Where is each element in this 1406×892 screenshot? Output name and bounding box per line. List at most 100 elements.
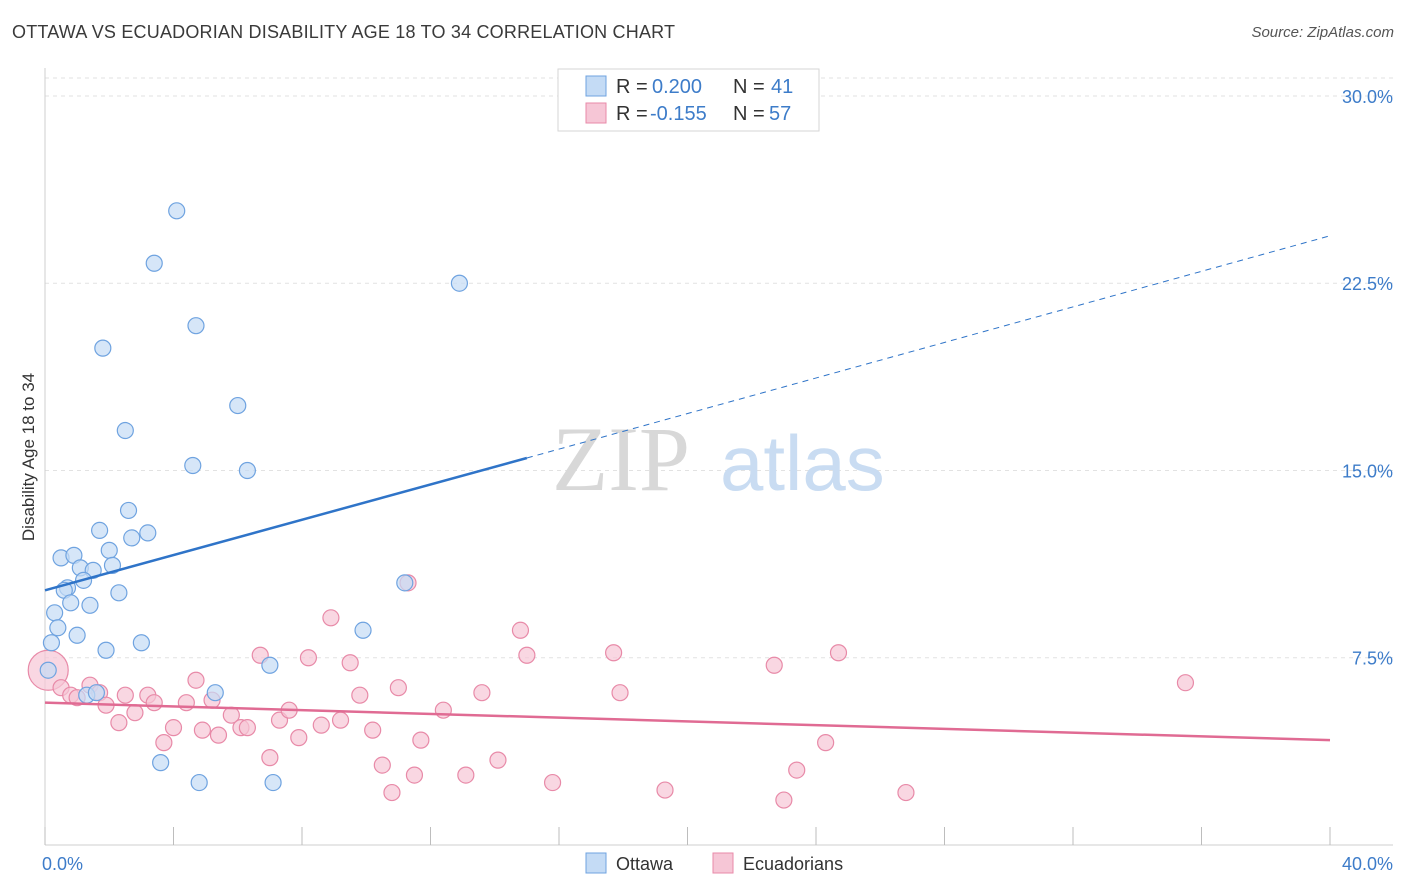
trend-line-ecuadorians — [44, 701, 1331, 742]
point-ottawa-22 — [110, 584, 128, 602]
point-ecuadorians-46 — [605, 644, 623, 662]
bottom-legend-swatch-ottawa — [585, 852, 607, 874]
bottom-legend-label-ecuadorians: Ecuadorians — [743, 854, 843, 874]
point-ecuadorians-44 — [518, 646, 536, 664]
point-ecuadorians-15 — [187, 671, 205, 689]
point-ottawa-38 — [152, 754, 170, 772]
point-ecuadorians-49 — [765, 656, 783, 674]
point-ecuadorians-26 — [290, 729, 308, 747]
legend-swatch-ecuadorians — [585, 102, 607, 124]
point-ottawa-5 — [229, 396, 247, 415]
series-ottawa-points — [39, 202, 469, 792]
point-ecuadorians-23 — [261, 749, 279, 767]
tick-labels: 7.5% 15.0% 22.5% 30.0% 0.0% 40.0% — [42, 87, 1393, 874]
point-ecuadorians-27 — [299, 649, 318, 667]
point-ottawa-18 — [103, 556, 122, 574]
legend-r-label-ottawa: R = — [616, 76, 648, 98]
point-ottawa-29 — [68, 626, 86, 644]
point-ecuadorians-12 — [155, 734, 173, 752]
y-tick-label-3: 30.0% — [1342, 87, 1393, 107]
point-ottawa-28 — [354, 621, 372, 639]
point-ottawa-40 — [264, 773, 282, 792]
point-ottawa-36 — [87, 684, 106, 702]
watermark-atlas: atlas — [720, 419, 885, 507]
axes — [44, 68, 1393, 846]
point-ecuadorians-18 — [209, 726, 228, 744]
point-ottawa-33 — [39, 661, 57, 679]
point-ecuadorians-13 — [164, 719, 183, 737]
x-tick-label-0: 0.0% — [42, 854, 83, 874]
series-ecuadorians-points — [27, 574, 1195, 809]
point-ecuadorians-8 — [116, 686, 134, 704]
point-ottawa-15 — [100, 541, 118, 559]
point-ottawa-0 — [168, 202, 186, 220]
trend-lines — [44, 235, 1331, 742]
watermark: ZIP atlas — [552, 408, 885, 510]
point-ottawa-34 — [261, 656, 279, 674]
point-ecuadorians-40 — [473, 684, 491, 702]
y-tick-label-2: 22.5% — [1342, 274, 1393, 294]
point-ecuadorians-32 — [351, 686, 369, 704]
y-axis-title: Disability Age 18 to 34 — [19, 373, 38, 541]
point-ottawa-23 — [62, 594, 80, 612]
point-ecuadorians-21 — [238, 719, 256, 737]
point-ecuadorians-28 — [312, 716, 330, 734]
point-ottawa-2 — [187, 317, 205, 335]
point-ecuadorians-33 — [364, 721, 382, 739]
grid-lines — [45, 77, 1395, 659]
point-ecuadorians-35 — [383, 783, 401, 802]
point-ecuadorians-11 — [145, 694, 163, 712]
bottom-legend-swatch-ecuadorians — [712, 852, 734, 874]
bottom-legend-label-ottawa: Ottawa — [616, 854, 674, 874]
x-tick-label-1: 40.0% — [1342, 854, 1393, 874]
point-ottawa-27 — [49, 619, 67, 637]
point-ottawa-24 — [81, 596, 99, 614]
y-tick-label-1: 15.0% — [1342, 461, 1393, 481]
point-ottawa-7 — [184, 456, 202, 475]
point-ottawa-4 — [450, 274, 469, 292]
legend-n-value-ottawa: 41 — [771, 76, 793, 98]
point-ottawa-39 — [190, 773, 208, 792]
legend-r-value-ecuadorians: -0.155 — [650, 103, 707, 125]
point-ottawa-37 — [206, 684, 224, 702]
point-ecuadorians-45 — [543, 773, 562, 792]
point-ottawa-3 — [94, 339, 112, 357]
legend-r-label-ecuadorians: R = — [616, 103, 648, 125]
point-ecuadorians-37 — [405, 766, 424, 784]
trend-line-ottawa — [44, 456, 528, 592]
point-ecuadorians-7 — [110, 714, 128, 732]
point-ecuadorians-14 — [177, 694, 195, 712]
trend-line-ottawa-extension — [526, 235, 1331, 459]
point-ottawa-8 — [238, 461, 256, 480]
point-ecuadorians-48 — [656, 781, 674, 799]
point-ecuadorians-38 — [412, 731, 430, 749]
point-ottawa-26 — [46, 604, 64, 622]
point-ecuadorians-47 — [611, 684, 629, 702]
point-ottawa-11 — [139, 524, 157, 542]
point-ottawa-9 — [119, 501, 138, 520]
chart-source: Source: ZipAtlas.com — [1251, 24, 1394, 41]
point-ecuadorians-36 — [389, 679, 407, 697]
point-ecuadorians-34 — [373, 756, 391, 774]
point-ottawa-25 — [396, 574, 414, 592]
legend-n-label-ottawa: N = — [733, 76, 765, 98]
legend-n-label-ecuadorians: N = — [733, 103, 765, 125]
point-ecuadorians-50 — [775, 791, 793, 809]
legend-r-value-ottawa: 0.200 — [652, 76, 702, 98]
point-ottawa-6 — [116, 421, 134, 440]
series-legend: Ottawa Ecuadorians — [585, 852, 843, 874]
point-ottawa-31 — [132, 634, 150, 652]
point-ottawa-12 — [123, 529, 141, 547]
legend-n-value-ecuadorians: 57 — [769, 103, 791, 125]
correlation-legend: R = 0.200 N = 41 R = -0.155 N = 57 — [557, 68, 820, 132]
point-ecuadorians-55 — [1176, 674, 1195, 692]
point-ecuadorians-30 — [331, 711, 350, 729]
point-ecuadorians-9 — [126, 704, 144, 722]
point-ottawa-10 — [91, 521, 109, 540]
point-ecuadorians-42 — [489, 751, 507, 769]
watermark-zip: ZIP — [552, 408, 690, 510]
point-ecuadorians-31 — [341, 654, 359, 672]
y-tick-label-0: 7.5% — [1352, 649, 1393, 669]
point-ecuadorians-29 — [322, 609, 340, 627]
